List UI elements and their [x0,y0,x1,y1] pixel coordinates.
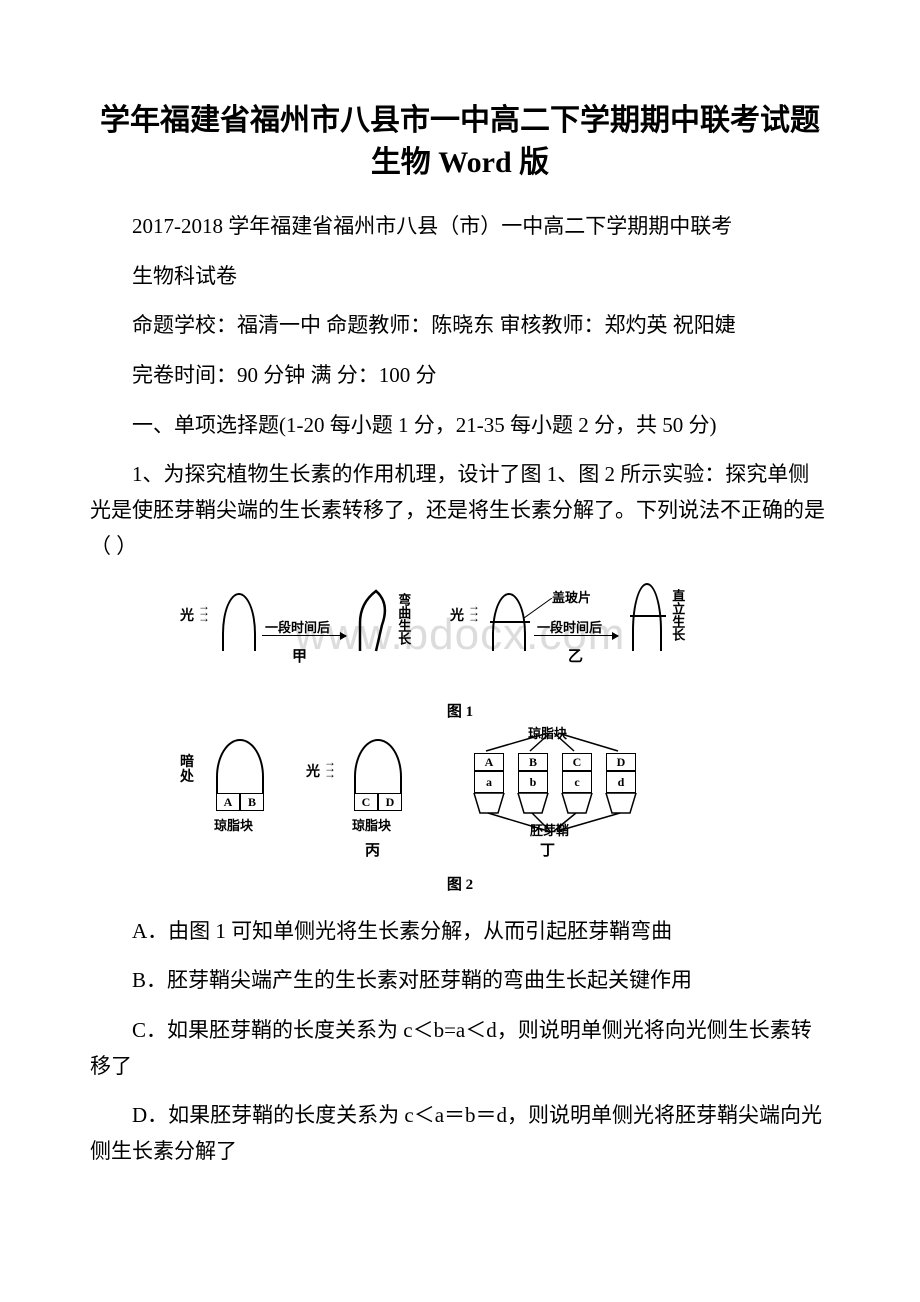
jia-label: 甲 [292,645,307,666]
box-D: D [378,793,402,811]
document-content: 学年福建省福州市八县市一中高二下学期期中联考试题 生物 Word 版 2017-… [90,100,830,1170]
coleoptile-label: 胚芽鞘 [530,820,569,839]
straight-grow-label: 直立生长 [670,589,684,641]
pointer-line [524,598,554,618]
option-C: C．如果胚芽鞘的长度关系为 c＜b=a＜d，则说明单侧光将向光侧生长素转移了 [90,1013,830,1084]
box-B: B [240,793,264,811]
coleoptile-arch-3 [216,739,264,793]
light-label-3: 光 [306,761,320,781]
paragraph-section: 一、单项选择题(1-20 每小题 1 分，21-35 每小题 2 分，共 50 … [90,408,830,444]
light-label-2: 光 [450,605,464,625]
paragraph-authors: 命题学校：福清一中 命题教师：陈晓东 审核教师：郑灼英 祝阳婕 [90,308,830,344]
box-D2: D [606,753,636,771]
box-b: b [518,771,548,793]
bent-coleoptile-icon [352,585,400,657]
cover-glass-label: 盖玻片 [552,587,591,606]
straight-coleoptile-icon [632,583,662,651]
cover-line-2 [630,615,666,617]
option-B: B．胚芽鞘尖端产生的生长素对胚芽鞘的弯曲生长起关键作用 [90,963,830,999]
coleoptile-arch-4 [354,739,402,793]
box-d: d [606,771,636,793]
dark-label: 暗处 [180,755,194,786]
box-A2: A [474,753,504,771]
figure-1-label: 图 1 [180,700,740,721]
figure-container: 光 →→→ 一段时间后 甲 弯曲生长 光 →→→ 一段时间后 盖玻片 乙 直立 [180,579,740,894]
time-label-1: 一段时间后 [265,617,330,636]
light-arrows-icon-3: →→→ [324,759,335,777]
box-C: C [354,793,378,811]
bend-grow-label: 弯曲生长 [396,593,410,645]
paragraph-subject: 生物科试卷 [90,259,830,295]
cover-glass-line [490,621,530,623]
light-arrows-icon: →→→ [198,603,209,621]
light-arrows-icon-2: →→→ [468,603,479,621]
paragraph-header: 2017-2018 学年福建省福州市八县（市）一中高二下学期期中联考 [90,209,830,245]
box-a: a [474,771,504,793]
box-A: A [216,793,240,811]
box-B2: B [518,753,548,771]
ding-label: 丁 [540,839,555,860]
yi-label: 乙 [568,645,583,666]
figure-1: 光 →→→ 一段时间后 甲 弯曲生长 光 →→→ 一段时间后 盖玻片 乙 直立 [180,579,740,694]
option-D: D．如果胚芽鞘的长度关系为 c＜a＝b＝d，则说明单侧光将胚芽鞘尖端向光侧生长素… [90,1098,830,1169]
agar-label-1: 琼脂块 [214,815,253,834]
box-C2: C [562,753,592,771]
agar-label-2: 琼脂块 [352,815,391,834]
coleoptile-arch [222,593,256,651]
question-1: 1、为探究植物生长素的作用机理，设计了图 1、图 2 所示实验：探究单侧光是使胚… [90,457,830,564]
box-c: c [562,771,592,793]
paragraph-time: 完卷时间：90 分钟 满 分：100 分 [90,358,830,394]
light-label-1: 光 [180,605,194,625]
document-title: 学年福建省福州市八县市一中高二下学期期中联考试题 生物 Word 版 [90,100,830,184]
option-A: A．由图 1 可知单侧光将生长素分解，从而引起胚芽鞘弯曲 [90,914,830,950]
time-label-2: 一段时间后 [537,617,602,636]
figure-2-label: 图 2 [180,873,740,894]
bing-label: 丙 [365,839,380,860]
figure-2: 暗处 A B 琼脂块 光 →→→ C D 琼脂块 丙 琼脂块 A B [180,721,740,871]
